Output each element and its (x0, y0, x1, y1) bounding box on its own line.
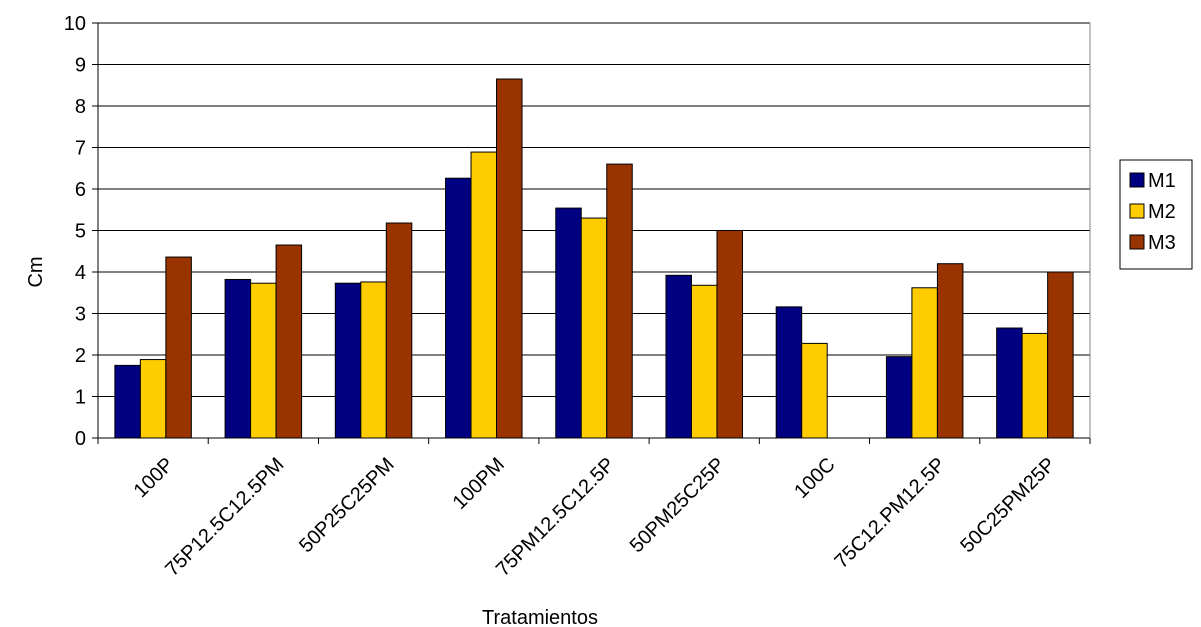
axes (92, 22, 1091, 444)
x-tick-label: 75P12.5C12.5PM (161, 454, 288, 581)
x-tick-label: 100P (130, 454, 179, 503)
bar-m2-8 (911, 287, 938, 439)
bar-m3-9 (1047, 271, 1074, 439)
y-tick-label: 1 (75, 387, 86, 409)
bar-m1-3 (334, 282, 362, 439)
bar-m3-8 (936, 263, 964, 439)
y-tick-label: 8 (75, 96, 86, 118)
legend-swatch-m1 (1129, 172, 1145, 188)
x-tick-label: 75PM12.5C12.5P (492, 454, 619, 581)
x-tick-label: 75C12.PM12.5P (830, 454, 949, 573)
x-tick-label: 50P25C25PM (295, 454, 399, 558)
x-axis-title: Tratamientos (482, 607, 598, 627)
y-tick-labels: 0 1 2 3 4 5 6 7 8 9 10 (64, 13, 86, 450)
x-tick-label: 100C (790, 454, 839, 503)
bar-m2-2 (250, 282, 277, 439)
legend-label-m2: M2 (1148, 201, 1176, 223)
bar-m3-2 (275, 244, 303, 439)
bar-m2-5 (580, 217, 608, 439)
legend-swatch-m2 (1129, 203, 1145, 219)
bar-m3-4 (496, 78, 523, 439)
bar-m2-7 (801, 342, 828, 439)
bars (114, 78, 1074, 439)
bar-m1-9 (996, 327, 1023, 439)
y-tick-label: 6 (75, 179, 86, 201)
bar-m1-2 (224, 278, 252, 439)
bar-m2-4 (470, 151, 498, 439)
y-tick-label: 2 (75, 345, 86, 367)
bar-m1-8 (885, 356, 913, 439)
y-tick-label: 4 (75, 262, 86, 284)
bar-m1-4 (445, 177, 472, 439)
bar-m2-6 (690, 284, 718, 439)
y-tick-label: 3 (75, 304, 86, 326)
x-tick-label: 50C25PM25P (956, 454, 1060, 558)
bar-m2-3 (360, 281, 387, 439)
bar-m1-1 (114, 364, 141, 439)
bar-m3-3 (385, 222, 413, 439)
y-tick-label: 5 (75, 221, 86, 243)
y-tick-label: 7 (75, 138, 86, 160)
y-axis-title: Cm (25, 256, 47, 287)
bar-m1-6 (665, 274, 692, 439)
legend-swatch-m3 (1129, 234, 1145, 250)
y-tick-label: 9 (75, 55, 86, 77)
x-tick-label: 100PM (449, 454, 509, 514)
bar-m2-9 (1021, 332, 1049, 439)
bar-m3-1 (165, 256, 192, 439)
bar-m1-5 (555, 207, 582, 439)
bar-m3-6 (716, 230, 743, 439)
bar-m2-1 (139, 359, 167, 439)
legend-label-m3: M3 (1148, 232, 1176, 254)
x-tick-label: 50PM25C25P (626, 454, 730, 558)
legend-label-m1: M1 (1148, 170, 1176, 192)
bar-m1-7 (775, 306, 803, 439)
y-tick-label: 10 (64, 13, 86, 35)
legend: M1 M2 M3 (1119, 159, 1193, 270)
bar-m3-5 (606, 163, 633, 439)
y-tick-label: 0 (75, 428, 86, 450)
